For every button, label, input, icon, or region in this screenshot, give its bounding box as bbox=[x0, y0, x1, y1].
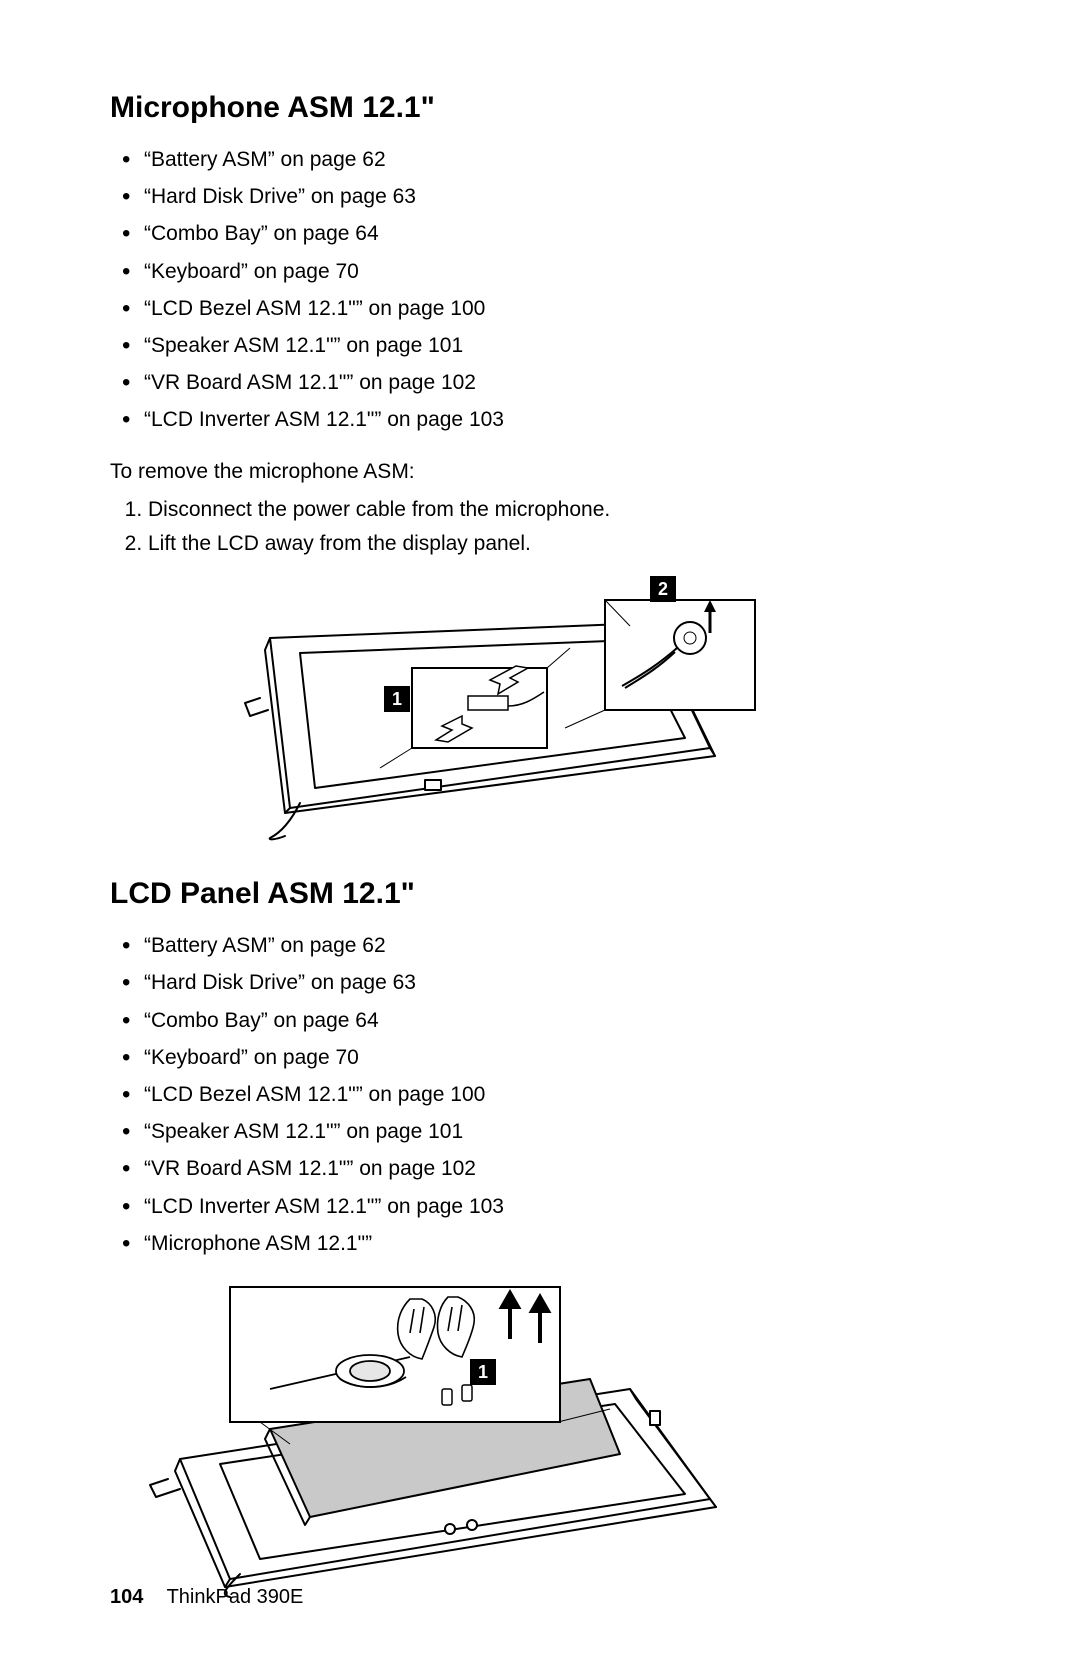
step-item: Disconnect the power cable from the micr… bbox=[148, 493, 970, 527]
list-item: “Combo Bay” on page 64 bbox=[144, 1001, 970, 1038]
list-item: “Battery ASM” on page 62 bbox=[144, 926, 970, 963]
diagram-lcd-assembly bbox=[150, 578, 790, 848]
diagram-lcd-panel bbox=[110, 1279, 750, 1599]
step-item: Lift the LCD away from the display panel… bbox=[148, 527, 970, 561]
intro-text-1: To remove the microphone ASM: bbox=[110, 456, 970, 488]
list-item: “Hard Disk Drive” on page 63 bbox=[144, 177, 970, 214]
figure-microphone-asm: 2 1 bbox=[150, 578, 790, 848]
list-item: “LCD Bezel ASM 12.1"” on page 100 bbox=[144, 1075, 970, 1112]
list-item: “Combo Bay” on page 64 bbox=[144, 214, 970, 251]
list-item: “Speaker ASM 12.1"” on page 101 bbox=[144, 1112, 970, 1149]
callout-marker-1: 1 bbox=[384, 686, 410, 712]
list-item: “VR Board ASM 12.1"” on page 102 bbox=[144, 363, 970, 400]
heading-lcd-panel-asm: LCD Panel ASM 12.1" bbox=[110, 876, 970, 912]
product-name: ThinkPad 390E bbox=[167, 1586, 304, 1608]
figure-lcd-panel-asm: 1 bbox=[110, 1279, 750, 1599]
list-item: “Microphone ASM 12.1"” bbox=[144, 1224, 970, 1261]
page-footer: 104 ThinkPad 390E bbox=[110, 1586, 303, 1609]
heading-microphone-asm: Microphone ASM 12.1" bbox=[110, 90, 970, 126]
list-item: “LCD Inverter ASM 12.1"” on page 103 bbox=[144, 400, 970, 437]
list-item: “LCD Inverter ASM 12.1"” on page 103 bbox=[144, 1187, 970, 1224]
manual-page: Microphone ASM 12.1" “Battery ASM” on pa… bbox=[0, 0, 1080, 1669]
list-item: “VR Board ASM 12.1"” on page 102 bbox=[144, 1149, 970, 1186]
prereq-list-1: “Battery ASM” on page 62 “Hard Disk Driv… bbox=[110, 140, 970, 438]
list-item: “Battery ASM” on page 62 bbox=[144, 140, 970, 177]
prereq-list-2: “Battery ASM” on page 62 “Hard Disk Driv… bbox=[110, 926, 970, 1261]
list-item: “Speaker ASM 12.1"” on page 101 bbox=[144, 326, 970, 363]
page-number: 104 bbox=[110, 1586, 143, 1608]
callout-marker-1: 1 bbox=[470, 1359, 496, 1385]
list-item: “Keyboard” on page 70 bbox=[144, 252, 970, 289]
list-item: “LCD Bezel ASM 12.1"” on page 100 bbox=[144, 289, 970, 326]
step-list-1: Disconnect the power cable from the micr… bbox=[110, 493, 970, 560]
list-item: “Hard Disk Drive” on page 63 bbox=[144, 963, 970, 1000]
list-item: “Keyboard” on page 70 bbox=[144, 1038, 970, 1075]
callout-marker-2: 2 bbox=[650, 576, 676, 602]
